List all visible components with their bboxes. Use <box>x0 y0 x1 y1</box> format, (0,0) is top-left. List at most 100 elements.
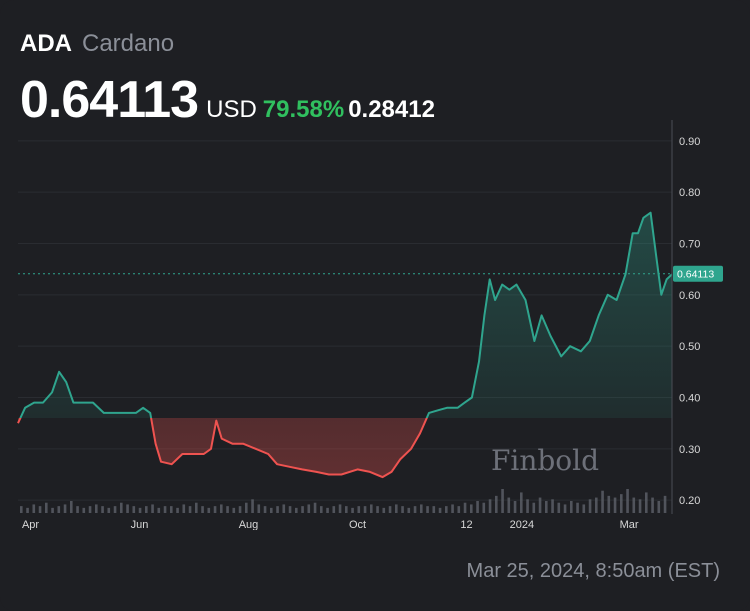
volume-bar <box>482 502 486 513</box>
currency-label: USD <box>206 96 257 123</box>
y-tick-label: 0.40 <box>679 393 700 405</box>
volume-bar <box>270 507 273 513</box>
asset-header: ADA Cardano <box>20 30 174 58</box>
volume-bar <box>438 507 442 513</box>
volume-bar <box>551 499 554 513</box>
volume-bar <box>420 504 423 513</box>
volume-bar <box>345 506 348 513</box>
volume-bar <box>470 504 473 513</box>
volume-bar <box>213 506 217 513</box>
area-fill-up <box>18 212 672 419</box>
volume-bar <box>307 504 311 513</box>
asset-name: Cardano <box>82 30 175 57</box>
volume-bar <box>520 492 523 513</box>
y-tick-label: 0.90 <box>679 136 700 148</box>
volume-bar <box>657 501 661 513</box>
volume-bar <box>313 502 317 513</box>
volume-bar <box>582 504 586 513</box>
volume-bar <box>595 497 598 513</box>
price-line-up <box>19 211 673 419</box>
x-tick-label: Mar <box>620 519 639 530</box>
volume-bar <box>395 504 398 513</box>
volume-bar <box>201 506 204 513</box>
volume-bar <box>132 506 136 513</box>
volume-bar <box>507 497 511 513</box>
y-tick-label: 0.30 <box>679 444 700 456</box>
volume-bar <box>607 495 611 513</box>
y-axis: 0.20 0.30 0.40 0.50 0.60 0.70 0.80 0.90 <box>671 120 700 514</box>
volume-bar <box>388 506 392 513</box>
volume-bar <box>88 506 92 513</box>
volume-bar <box>120 502 123 513</box>
volume-bar <box>195 502 198 513</box>
volume-bar <box>495 495 498 513</box>
volume-bar <box>645 492 648 513</box>
volume-bar <box>188 506 192 513</box>
volume-bar <box>170 506 173 513</box>
volume-bar <box>588 499 592 513</box>
volume-bar <box>157 507 161 513</box>
volume-bar <box>363 506 367 513</box>
volume-bar <box>563 504 567 513</box>
y-tick-label: 0.50 <box>679 341 700 353</box>
price-series <box>17 211 673 479</box>
price-line-down <box>17 418 428 479</box>
volume-bar <box>176 507 179 513</box>
volume-bar <box>32 504 36 513</box>
x-axis: Apr Jun Aug Oct 12 2024 Mar <box>22 519 639 530</box>
volume-bar <box>220 504 223 513</box>
x-tick-label: 2024 <box>510 519 534 530</box>
volume-bar <box>151 504 154 513</box>
volume-bar <box>257 504 261 513</box>
volume-bar <box>432 506 436 513</box>
volume-bar <box>382 507 386 513</box>
volume-bar <box>351 507 354 513</box>
y-tick-label: 0.60 <box>679 290 700 302</box>
volume-bar <box>651 497 654 513</box>
y-tick-label: 0.20 <box>679 495 700 507</box>
volume-bar <box>526 499 529 513</box>
volume-bar <box>76 506 79 513</box>
y-tick-label: 0.70 <box>679 239 700 251</box>
x-tick-label: Oct <box>349 519 366 530</box>
volume-bar <box>251 499 254 513</box>
volume-bar <box>113 506 117 513</box>
volume-bar <box>38 506 42 513</box>
price-header: 0.64113 USD 79.58% 0.28412 <box>20 70 435 129</box>
volume-bar <box>357 506 361 513</box>
volume-bar <box>95 504 98 513</box>
current-price-badge <box>673 265 723 282</box>
volume-bar <box>613 497 617 513</box>
volume-bar <box>232 507 236 513</box>
volume-bar <box>576 502 579 513</box>
timestamp: Mar 25, 2024, 8:50am (EST) <box>466 560 720 582</box>
volume-bar <box>163 506 167 513</box>
volume-bar <box>276 506 279 513</box>
x-tick-label: Aug <box>239 519 259 530</box>
volume-bar <box>295 507 298 513</box>
volume-bar <box>145 506 148 513</box>
volume-bar <box>407 507 411 513</box>
volume-bar <box>126 504 129 513</box>
volume-bar <box>301 506 304 513</box>
volume-bar <box>501 489 504 513</box>
volume-bar <box>245 502 248 513</box>
volume-bar <box>601 490 604 513</box>
volume-bar <box>320 506 323 513</box>
volume-bar <box>370 504 373 513</box>
volume-bars <box>20 489 667 513</box>
x-tick-label: Jun <box>131 519 149 530</box>
volume-bar <box>557 502 561 513</box>
volume-bar <box>457 506 461 513</box>
volume-bar <box>20 506 23 513</box>
volume-bar <box>226 506 229 513</box>
volume-bar <box>376 506 379 513</box>
volume-bar <box>532 502 536 513</box>
change-percent: 79.58% <box>262 96 345 123</box>
current-price-marker: 0.64113 <box>673 265 723 282</box>
price-chart[interactable]: Finbold 0.20 0.30 0.40 0.50 0.60 0.70 0.80 0.90… <box>0 120 750 530</box>
volume-bar <box>513 501 517 513</box>
volume-bar <box>332 506 336 513</box>
volume-bar <box>663 495 667 513</box>
